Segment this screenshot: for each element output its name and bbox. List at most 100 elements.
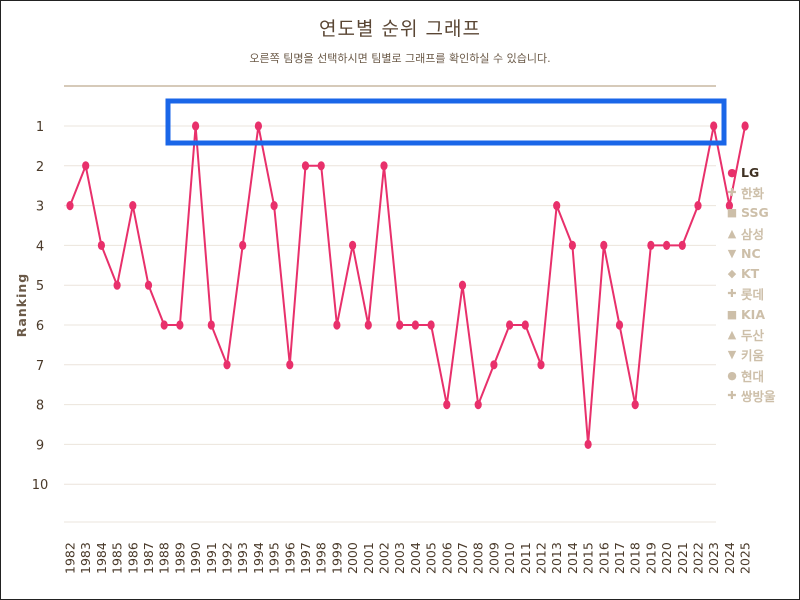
data-point[interactable] <box>615 320 624 330</box>
data-point[interactable] <box>647 240 655 250</box>
x-tick-label: 2023 <box>706 542 721 574</box>
legend-item[interactable]: ✚ 쌍방울 <box>724 385 776 405</box>
y-tick-label: 6 <box>36 319 44 334</box>
data-point[interactable] <box>333 320 341 330</box>
x-tick-label: 1982 <box>63 542 78 574</box>
data-point[interactable] <box>364 320 372 330</box>
data-point[interactable] <box>97 240 105 250</box>
data-point[interactable] <box>568 240 577 250</box>
data-point[interactable] <box>725 201 734 211</box>
legend-item[interactable]: ● LG <box>724 162 776 182</box>
data-point[interactable] <box>380 161 388 171</box>
data-point[interactable] <box>144 280 153 290</box>
data-point[interactable] <box>631 400 639 410</box>
y-tick-label: 5 <box>36 279 44 294</box>
legend-label: 쌍방울 <box>741 388 776 404</box>
data-point[interactable] <box>82 161 90 171</box>
data-point[interactable] <box>537 360 545 370</box>
data-point[interactable] <box>506 320 514 330</box>
x-axis-ticks: 1982 1983 1984 1985 1986 1987 1988 1989 1990 1991… <box>63 542 753 574</box>
series-lg[interactable] <box>66 121 749 449</box>
legend: ● LG ✚ 한화 ■ SSG ▲ 삼성 ▼ NC ◆ KT ✚ 롯데 ■ KIA ▲ 두산 ▼ 키움 ● 현대 ✚ 쌍방울 <box>724 162 776 406</box>
legend-marker-icon: ◆ <box>727 267 737 281</box>
x-tick-label: 1987 <box>141 542 156 574</box>
x-tick-label: 1990 <box>188 542 203 574</box>
legend-label: 삼성 <box>741 226 765 242</box>
data-point[interactable] <box>349 240 357 250</box>
x-tick-label: 2002 <box>377 542 392 574</box>
x-tick-label: 1995 <box>267 542 282 574</box>
legend-marker-icon: ✚ <box>727 185 737 199</box>
legend-label: SSG <box>741 205 769 221</box>
x-tick-label: 1992 <box>220 542 235 574</box>
data-point[interactable] <box>223 360 231 370</box>
y-axis-ticks: 1 2 3 4 5 6 7 8 9 10 <box>32 120 49 493</box>
legend-marker-icon: ▼ <box>727 348 737 362</box>
data-point[interactable] <box>694 201 702 211</box>
legend-label: LG <box>741 164 760 180</box>
data-point[interactable] <box>710 121 718 131</box>
x-tick-label: 1994 <box>251 542 266 574</box>
data-point[interactable] <box>160 320 168 330</box>
x-tick-label: 2025 <box>738 542 753 574</box>
data-point[interactable] <box>192 121 200 131</box>
legend-item[interactable]: ▲ 삼성 <box>724 223 776 243</box>
legend-label: 롯데 <box>741 287 765 303</box>
data-point[interactable] <box>176 320 184 330</box>
x-tick-label: 1996 <box>282 542 297 574</box>
x-tick-label: 2008 <box>471 542 486 574</box>
x-tick-label: 1985 <box>110 542 125 574</box>
x-tick-label: 2013 <box>549 542 564 574</box>
data-point[interactable] <box>396 320 404 330</box>
data-point[interactable] <box>113 280 121 290</box>
legend-item[interactable]: ✚ 한화 <box>724 182 776 202</box>
legend-item[interactable]: ▲ 두산 <box>724 324 776 344</box>
data-point[interactable] <box>443 400 451 410</box>
legend-marker-icon: ● <box>727 368 737 382</box>
data-point[interactable] <box>239 240 247 250</box>
x-tick-label: 1986 <box>125 542 140 574</box>
legend-item[interactable]: ▼ NC <box>724 243 776 263</box>
x-tick-label: 2010 <box>502 542 517 574</box>
legend-label: NC <box>741 245 761 261</box>
x-tick-label: 1988 <box>157 542 172 574</box>
legend-item[interactable]: ■ SSG <box>724 203 776 223</box>
x-tick-label: 1993 <box>235 542 250 574</box>
data-point[interactable] <box>301 161 310 171</box>
legend-marker-icon: ▼ <box>727 246 737 260</box>
x-tick-label: 2007 <box>455 542 470 574</box>
data-point[interactable] <box>411 320 419 330</box>
data-point[interactable] <box>663 240 671 250</box>
data-point[interactable] <box>317 161 325 171</box>
legend-item[interactable]: ◆ KT <box>724 263 776 283</box>
data-point[interactable] <box>270 201 278 211</box>
data-point[interactable] <box>490 360 498 370</box>
data-point[interactable] <box>553 201 561 211</box>
x-tick-label: 2022 <box>691 542 706 574</box>
data-point[interactable] <box>66 201 74 211</box>
legend-item[interactable]: ● 현대 <box>724 365 776 385</box>
legend-item[interactable]: ✚ 롯데 <box>724 284 776 304</box>
data-point[interactable] <box>458 280 467 290</box>
y-tick-label: 4 <box>36 239 44 254</box>
data-point[interactable] <box>521 320 529 330</box>
data-point[interactable] <box>207 320 215 330</box>
legend-marker-icon: ■ <box>726 206 738 220</box>
x-tick-label: 2024 <box>722 542 737 574</box>
legend-item[interactable]: ■ KIA <box>724 304 776 324</box>
data-point[interactable] <box>129 201 137 211</box>
data-point[interactable] <box>584 439 592 449</box>
data-point[interactable] <box>286 360 294 370</box>
x-tick-label: 2012 <box>534 542 549 574</box>
data-point[interactable] <box>254 121 262 131</box>
x-tick-label: 2004 <box>408 542 423 574</box>
data-point[interactable] <box>600 240 608 250</box>
x-tick-label: 2021 <box>675 542 690 574</box>
data-point[interactable] <box>474 400 482 410</box>
x-tick-label: 2017 <box>612 542 627 574</box>
data-point[interactable] <box>427 320 435 330</box>
data-point[interactable] <box>678 240 686 250</box>
data-point[interactable] <box>741 121 749 131</box>
legend-item[interactable]: ▼ 키움 <box>724 345 776 365</box>
x-tick-label: 1998 <box>314 542 329 574</box>
